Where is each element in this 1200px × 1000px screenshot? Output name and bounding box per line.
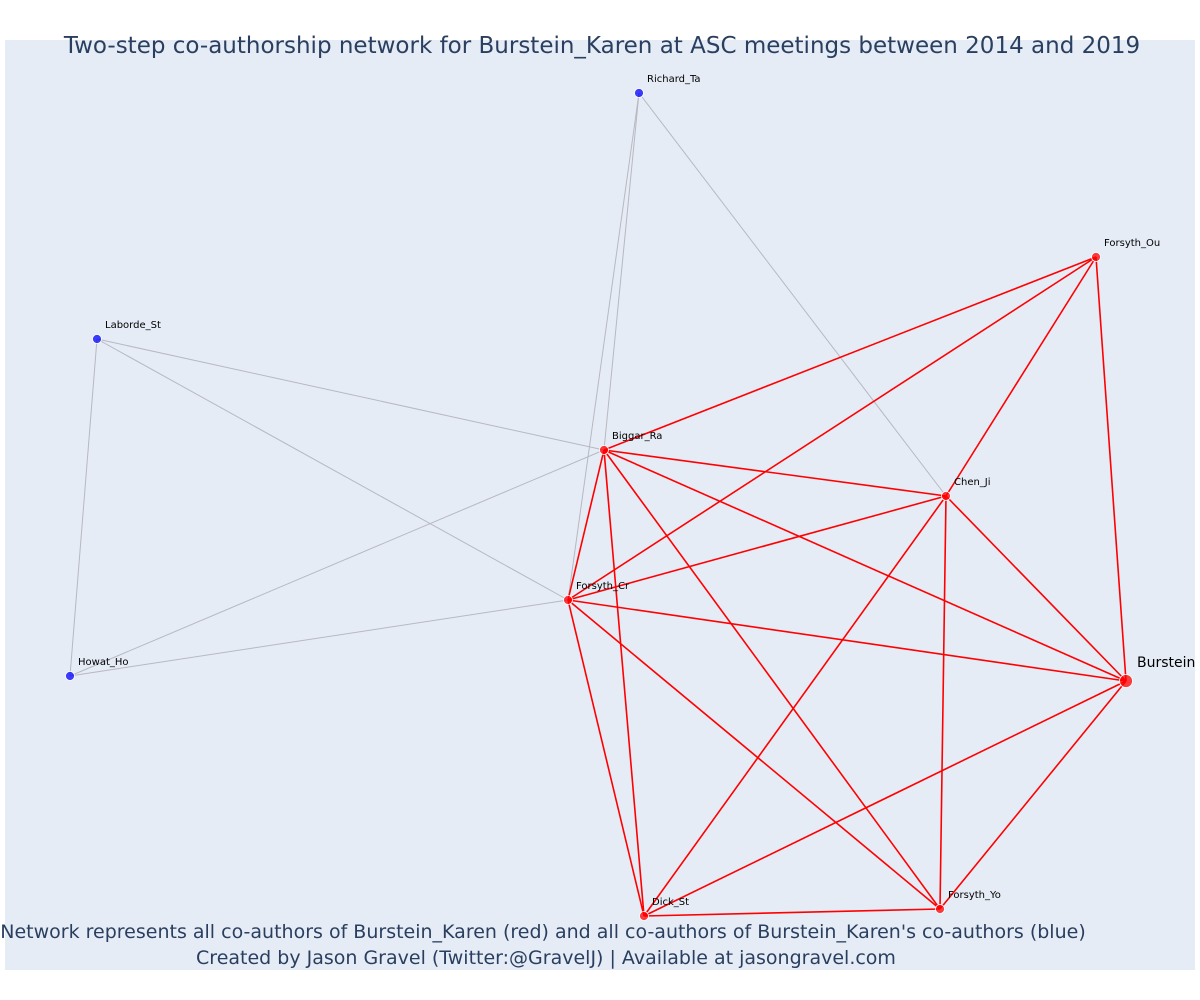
edge-Howat_Ho-Forsyth_Cr [69, 599, 569, 677]
node-label-Forsyth_Ou: Forsyth_Ou [1104, 238, 1160, 249]
plot-background [5, 40, 1195, 970]
node-Howat_Ho[interactable] [65, 671, 75, 681]
node-Burstein[interactable] [1119, 674, 1133, 688]
edge-Forsyth_Cr-Dick_St [567, 599, 645, 917]
edge-Burstein-Forsyth_Yo [939, 680, 1127, 910]
node-Forsyth_Cr[interactable] [563, 595, 573, 605]
labels-layer: Richard_Ta Forsyth_Ou Laborde_St Biggar_Ra C… [78, 74, 1195, 908]
edge-Forsyth_Ou-Forsyth_Cr [567, 256, 1097, 601]
node-Chen_Ji[interactable] [941, 491, 951, 501]
edge-Biggar_Ra-Forsyth_Cr [567, 449, 605, 601]
node-Richard_Ta[interactable] [634, 88, 644, 98]
edge-Biggar_Ra-Dick_St [603, 449, 645, 917]
edge-Chen_Ji-Forsyth_Yo [939, 495, 947, 910]
node-label-Forsyth_Yo: Forsyth_Yo [948, 890, 1001, 901]
edge-Chen_Ji-Burstein [945, 495, 1127, 682]
caption-line-2: Created by Jason Gravel (Twitter:@Gravel… [196, 947, 896, 969]
edge-Richard_Ta-Forsyth_Cr [567, 92, 640, 601]
edge-Forsyth_Ou-Biggar_Ra [603, 256, 1097, 451]
edge-Richard_Ta-Chen_Ji [638, 92, 947, 497]
edges-layer [69, 92, 1127, 917]
caption-line-1: Network represents all co-authors of Bur… [0, 921, 1085, 943]
node-label-Forsyth_Cr: Forsyth_Cr [576, 581, 630, 592]
edge-Biggar_Ra-Chen_Ji [603, 449, 947, 497]
nodes-layer [65, 88, 1133, 921]
node-label-Burstein: Burstein [1137, 655, 1195, 671]
node-label-Dick_St: Dick_St [652, 897, 689, 908]
node-label-Laborde_St: Laborde_St [105, 320, 161, 331]
edge-Laborde_St-Biggar_Ra [96, 338, 605, 451]
node-label-Howat_Ho: Howat_Ho [78, 657, 129, 668]
edge-Laborde_St-Howat_Ho [69, 338, 98, 677]
node-label-Richard_Ta: Richard_Ta [647, 74, 701, 85]
edge-Howat_Ho-Biggar_Ra [69, 449, 605, 677]
edge-Forsyth_Ou-Chen_Ji [945, 256, 1097, 497]
node-Biggar_Ra[interactable] [599, 445, 609, 455]
node-Dick_St[interactable] [639, 911, 649, 921]
node-Laborde_St[interactable] [92, 334, 102, 344]
edge-Forsyth_Cr-Burstein [567, 599, 1127, 682]
edge-Biggar_Ra-Forsyth_Yo [603, 449, 941, 910]
edge-Biggar_Ra-Burstein [603, 449, 1127, 682]
edge-Chen_Ji-Dick_St [643, 495, 947, 917]
edge-Burstein-Dick_St [643, 680, 1127, 917]
edge-Forsyth_Ou-Burstein [1095, 256, 1127, 682]
edge-Forsyth_Cr-Forsyth_Yo [567, 599, 941, 910]
node-Forsyth_Ou[interactable] [1091, 252, 1101, 262]
chart-title: Two-step co-authorship network for Burst… [63, 33, 1140, 59]
node-label-Biggar_Ra: Biggar_Ra [612, 431, 662, 442]
edge-Chen_Ji-Forsyth_Cr [567, 495, 947, 601]
edge-Richard_Ta-Biggar_Ra [603, 92, 640, 451]
edge-Laborde_St-Forsyth_Cr [96, 338, 569, 601]
node-Forsyth_Yo[interactable] [935, 904, 945, 914]
node-label-Chen_Ji: Chen_Ji [954, 477, 991, 488]
edge-Dick_St-Forsyth_Yo [643, 908, 941, 917]
